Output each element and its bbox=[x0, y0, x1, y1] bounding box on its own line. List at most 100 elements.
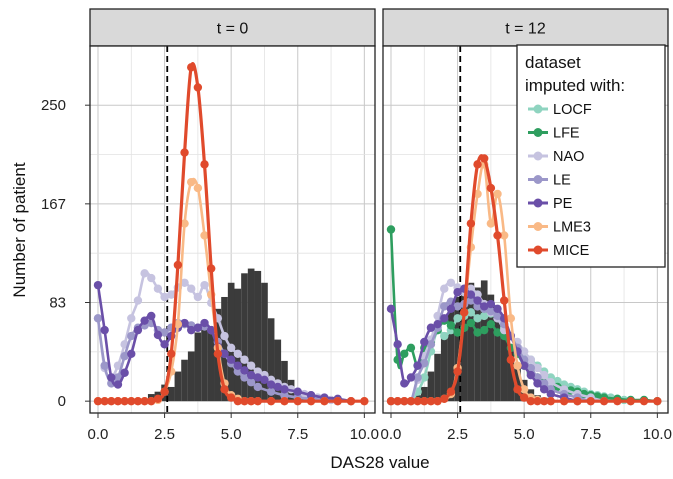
data-point-mice bbox=[506, 355, 516, 364]
data-point-le bbox=[100, 361, 109, 370]
x-tick-label: 10.0 bbox=[350, 426, 379, 443]
data-point-pe bbox=[127, 349, 136, 359]
data-point-mice bbox=[280, 396, 289, 406]
data-point-le bbox=[426, 340, 436, 349]
data-point-mice bbox=[107, 396, 116, 406]
panel-strip-label: t = 12 bbox=[505, 21, 546, 38]
data-point-mice bbox=[253, 396, 263, 406]
data-point-pe bbox=[406, 373, 416, 382]
series-mice bbox=[386, 154, 662, 406]
y-tick-label: 250 bbox=[41, 97, 66, 114]
data-point-lfe bbox=[446, 321, 456, 330]
data-point-lfe bbox=[466, 318, 476, 328]
data-point-mice bbox=[100, 396, 109, 406]
histogram-bar bbox=[281, 360, 288, 402]
data-point-nao bbox=[440, 284, 449, 293]
panel-strip-label: t = 0 bbox=[217, 21, 249, 38]
data-point-nao bbox=[200, 280, 209, 290]
data-point-lfe bbox=[406, 343, 416, 353]
data-point-pe bbox=[293, 387, 302, 396]
x-tick-label: 10.0 bbox=[643, 426, 672, 443]
data-point-locf bbox=[466, 308, 476, 317]
data-point-pe bbox=[253, 373, 263, 382]
data-point-le bbox=[113, 373, 123, 382]
data-point-pe bbox=[226, 355, 236, 364]
panel-1: t = 0 bbox=[89, 8, 376, 414]
data-point-mice bbox=[226, 393, 236, 402]
data-point-nao bbox=[133, 296, 143, 305]
histogram-bar bbox=[474, 287, 481, 402]
data-point-mice bbox=[559, 396, 569, 406]
data-point-pe bbox=[539, 385, 549, 394]
data-point-lfe bbox=[400, 349, 409, 359]
data-point-lfe bbox=[486, 320, 496, 329]
data-point-nao bbox=[233, 349, 243, 359]
data-point-pe bbox=[107, 373, 116, 382]
data-point-nao bbox=[533, 363, 542, 373]
legend-item-lme3: LME3 bbox=[528, 220, 591, 236]
x-tick-label: 5.0 bbox=[514, 426, 535, 443]
data-point-lme3 bbox=[200, 231, 209, 240]
data-point-pe bbox=[526, 370, 536, 380]
data-point-lme3 bbox=[173, 320, 183, 329]
histogram-bar bbox=[254, 270, 262, 402]
data-point-mice bbox=[233, 396, 243, 406]
data-point-locf bbox=[473, 314, 482, 323]
legend-swatch-point bbox=[533, 175, 543, 184]
legend-title-line1: dataset bbox=[525, 53, 581, 72]
data-point-pe bbox=[280, 385, 289, 394]
data-point-pe bbox=[200, 318, 209, 328]
data-point-pe bbox=[473, 296, 482, 305]
data-point-mice bbox=[147, 396, 156, 406]
data-point-pe bbox=[466, 290, 476, 299]
histogram-bar bbox=[194, 332, 202, 402]
y-axis-title: Number of patient bbox=[10, 162, 29, 297]
data-point-pe bbox=[546, 389, 556, 399]
x-tick-label: 7.5 bbox=[580, 426, 601, 443]
histogram-bar bbox=[454, 296, 461, 402]
data-point-nao bbox=[240, 355, 249, 364]
data-point-nao bbox=[160, 292, 169, 302]
data-point-mice bbox=[386, 396, 396, 406]
data-point-lme3 bbox=[519, 385, 529, 394]
data-point-le bbox=[246, 378, 256, 387]
x-tick-label: 5.0 bbox=[221, 426, 242, 443]
data-point-pe bbox=[193, 323, 203, 332]
data-point-lme3 bbox=[180, 219, 189, 228]
data-point-le bbox=[127, 331, 136, 341]
data-point-mice bbox=[360, 396, 369, 406]
histogram-bar bbox=[234, 288, 242, 402]
data-point-pe bbox=[233, 361, 243, 370]
data-point-pe bbox=[446, 304, 456, 314]
data-point-lme3 bbox=[513, 361, 522, 370]
data-point-pe bbox=[306, 391, 316, 400]
data-point-le bbox=[233, 367, 243, 376]
legend-item-le: LE bbox=[528, 173, 571, 189]
data-point-nao bbox=[246, 361, 256, 370]
histogram-bar bbox=[221, 296, 228, 402]
histogram-bar bbox=[267, 318, 275, 402]
data-point-le bbox=[420, 359, 429, 368]
data-point-pe bbox=[206, 325, 216, 335]
x-tick-label: 2.5 bbox=[447, 426, 468, 443]
data-point-le bbox=[539, 379, 549, 388]
histogram-bar bbox=[440, 332, 448, 402]
data-point-mice bbox=[200, 160, 209, 169]
histogram-bar bbox=[447, 311, 455, 402]
data-point-nao bbox=[220, 331, 229, 341]
legend: dataset imputed with: LOCF LFE NAO LE PE LME3… bbox=[516, 44, 666, 268]
data-point-pe bbox=[386, 304, 396, 314]
data-point-mice bbox=[493, 231, 502, 240]
data-point-nao bbox=[519, 347, 529, 356]
data-point-mice bbox=[420, 396, 429, 406]
x-axis-title: DAS28 value bbox=[330, 453, 429, 472]
data-point-pe bbox=[133, 325, 143, 335]
legend-label: LE bbox=[553, 173, 571, 189]
legend-item-locf: LOCF bbox=[528, 102, 592, 118]
data-point-mice bbox=[400, 396, 409, 406]
data-point-le bbox=[93, 314, 103, 323]
y-axis: 0 83 167 250 bbox=[41, 97, 90, 410]
data-point-pe bbox=[393, 340, 402, 349]
data-point-nao bbox=[180, 278, 189, 287]
